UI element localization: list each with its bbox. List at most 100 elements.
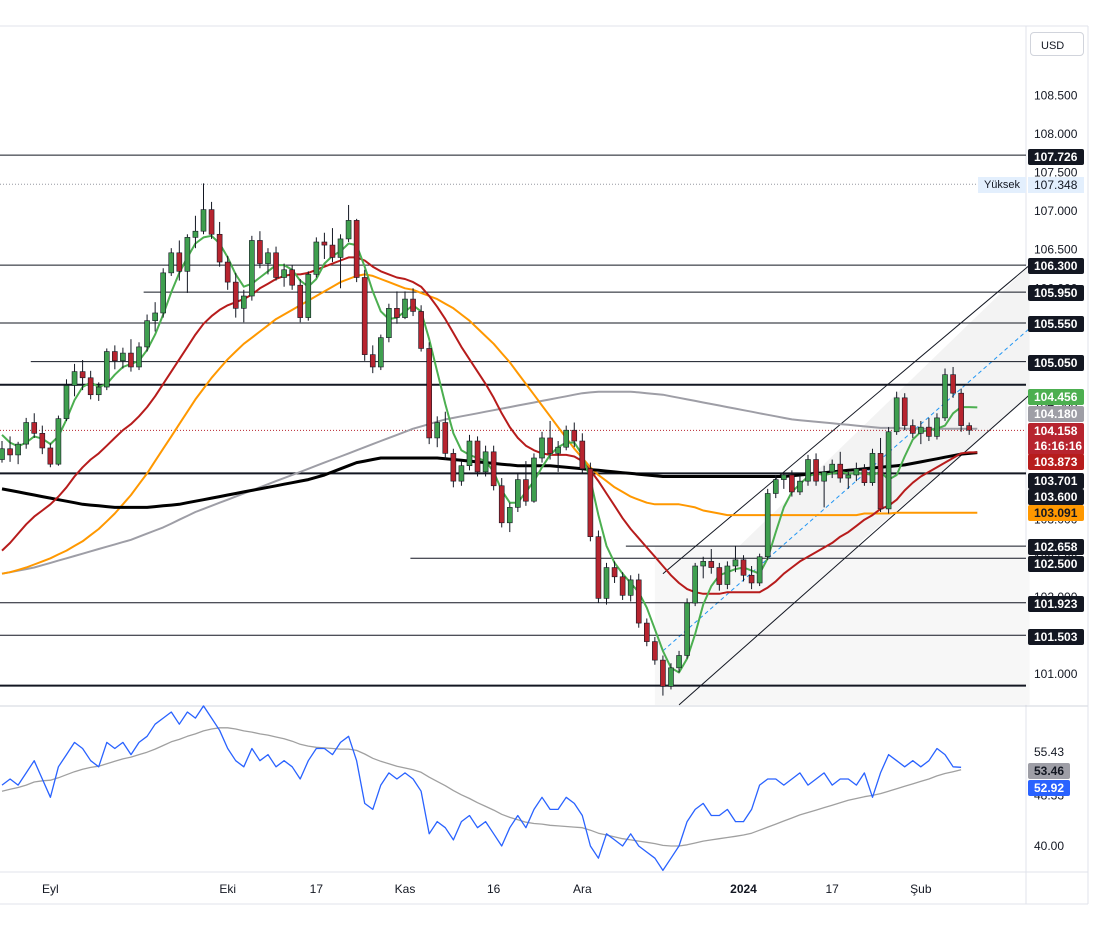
candle-body: [926, 426, 932, 437]
candle: [942, 368, 948, 421]
candle-body: [353, 220, 360, 278]
time-label: 17: [826, 882, 840, 896]
candle-body: [740, 559, 747, 576]
candle: [764, 488, 771, 560]
candle: [797, 474, 803, 496]
candle-body: [506, 507, 513, 524]
rsi-tag: 53.46: [1034, 764, 1064, 778]
candle-body: [539, 437, 545, 459]
candle: [789, 470, 795, 497]
rsi-tag-bg: [1028, 763, 1070, 779]
candle: [112, 345, 118, 370]
candle-body: [224, 261, 231, 283]
price-tag-bg: [1028, 423, 1084, 455]
candle: [498, 478, 505, 528]
candle: [353, 218, 360, 283]
price-tag: 103.873: [1034, 455, 1078, 469]
time-label: Ara: [573, 882, 592, 896]
candle-body: [764, 493, 771, 558]
candle: [652, 636, 658, 665]
time-label: 17: [310, 882, 324, 896]
candle: [386, 303, 392, 343]
candle: [466, 434, 473, 471]
candle-body: [909, 425, 916, 434]
candle-body: [523, 479, 529, 502]
candle-body: [482, 451, 489, 473]
price-tag: 103.600: [1034, 490, 1078, 504]
ma-mid-line: [1, 256, 978, 595]
candle: [587, 462, 594, 542]
candle: [700, 556, 707, 579]
candle-body: [112, 351, 118, 362]
candle: [281, 263, 287, 287]
price-tag-bg: [1028, 596, 1084, 612]
candle-body: [7, 448, 13, 456]
candle-body: [869, 453, 876, 483]
candle: [579, 433, 586, 474]
candle: [402, 291, 408, 320]
time-label: Kas: [395, 882, 416, 896]
price-tag: 104.456: [1034, 390, 1078, 404]
currency-button[interactable]: USD: [1030, 32, 1084, 56]
candle: [144, 314, 150, 352]
candle-body: [176, 252, 183, 272]
candle-body: [55, 418, 62, 465]
candle-body: [305, 274, 312, 318]
candle-body: [918, 426, 924, 434]
candle-body: [531, 457, 537, 502]
time-axis[interactable]: Eyl Eki 17 Kas 16 Ara 2024 17 Şub: [42, 882, 932, 896]
candle-body: [232, 281, 239, 309]
candle-body: [289, 269, 295, 286]
candle: [128, 339, 134, 372]
candle-body: [15, 443, 21, 456]
candle: [474, 436, 481, 477]
candle: [345, 204, 352, 242]
candle-body: [934, 417, 940, 437]
candle-body: [361, 277, 368, 355]
price-tag-bg: [1028, 406, 1084, 422]
candle-body: [152, 312, 158, 321]
candle-body: [249, 240, 255, 297]
candle: [813, 453, 819, 486]
candle-body: [619, 576, 626, 596]
candle: [63, 379, 70, 421]
candle: [732, 545, 739, 573]
candle: [55, 415, 62, 466]
candle: [676, 650, 682, 673]
candle: [71, 363, 78, 397]
channel-top-line: [662, 264, 1030, 575]
candle-body: [837, 463, 844, 479]
candle: [756, 553, 763, 587]
candle-body: [877, 453, 884, 510]
candle-body: [805, 459, 811, 482]
candle-body: [426, 348, 432, 439]
candlesticks: [0, 183, 973, 696]
candle-body: [265, 252, 271, 264]
candle-body: [700, 561, 707, 567]
rsi-tag-bg: [1028, 780, 1070, 796]
candle-body: [547, 437, 553, 454]
price-tag: 106.300: [1034, 259, 1078, 273]
price-tag-bg: [1028, 389, 1084, 405]
candle-body: [829, 463, 835, 473]
rsi-line: [1, 705, 962, 872]
price-tick-label: 101.000: [1034, 667, 1078, 681]
candle-body: [378, 337, 384, 368]
candle-body: [772, 479, 779, 494]
candle: [643, 618, 650, 647]
candle: [120, 347, 126, 369]
candle-body: [71, 371, 78, 386]
time-label: Eyl: [42, 882, 59, 896]
candle-body: [394, 308, 400, 318]
price-tag-bg: [1028, 473, 1084, 489]
candle: [394, 291, 400, 324]
candle-body: [321, 241, 328, 246]
candle-body: [587, 468, 594, 537]
time-label: Eki: [219, 882, 236, 896]
candle: [490, 445, 497, 491]
candle-body: [31, 422, 38, 434]
candle: [337, 234, 344, 289]
candle-body: [748, 574, 755, 584]
